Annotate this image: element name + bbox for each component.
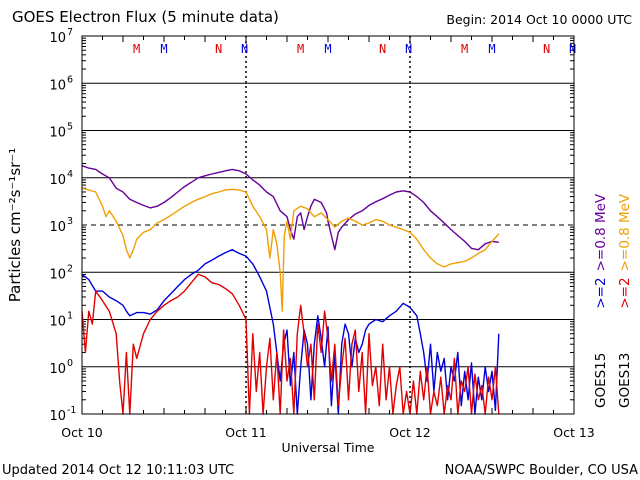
legend-entry: >=2 [617,277,633,308]
y-tick-exponent: 3 [67,216,73,227]
y-tick-label: 10 [49,31,66,46]
satellite-marker: M [488,42,495,56]
x-tick-label: Oct 13 [553,425,595,440]
updated-timestamp: Updated 2014 Oct 12 10:11:03 UTC [2,463,234,478]
x-tick-label: Oct 10 [61,425,103,440]
y-tick-exponent: 4 [67,169,73,180]
y-tick-label: 10 [49,267,66,282]
y-tick-exponent: 6 [67,74,73,85]
satellite-marker: M [297,42,304,56]
y-tick-label: 10 [49,362,66,377]
grid-lines [81,36,575,414]
satellite-marker: N [543,42,550,56]
x-tick-labels: Oct 10 Oct 11 Oct 12 Oct 13 [61,425,595,440]
chart-title: GOES Electron Flux (5 minute data) [12,8,279,26]
y-tick-label: 10 [49,409,66,424]
legend-entry: >=0.8 MeV [593,193,609,271]
y-tick-label: 10 [49,126,66,141]
legend-entry: GOES13 [617,353,633,408]
satellite-marker: M [461,42,468,56]
x-tick-label: Oct 11 [225,425,267,440]
satellite-marker: N [241,42,248,56]
y-tick-label: 10 [49,315,66,330]
y-axis-label: Particles cm⁻²s⁻¹sr⁻¹ [6,148,24,302]
begin-label: Begin: 2014 Oct 10 0000 UTC [446,12,632,27]
legend-goes13: GOES13 >=2 >=0.8 MeV [617,193,633,408]
y-tick-label: 10 [49,220,66,235]
y-tick-label: 10 [49,78,66,93]
y-tick-exponent: 1 [67,311,73,322]
series-layer [81,165,500,415]
y-tick-exponent: 7 [67,27,73,38]
satellite-marker: M [133,42,140,56]
plot-frame [81,35,575,415]
satellite-marker: N [405,42,412,56]
credit-label: NOAA/SWPC Boulder, CO USA [445,463,638,478]
legend-entry: >=0.8 MeV [617,193,633,271]
satellite-marker: N [215,42,222,56]
satellite-marker: N [569,42,576,56]
y-tick-exponent: -1 [67,405,76,416]
y-tick-exponent: 5 [67,122,73,133]
legend-entry: >=2 [593,277,609,308]
x-tick-label: Oct 12 [389,425,431,440]
legend-goes15: GOES15 >=2 >=0.8 MeV [593,193,609,408]
x-axis-label: Universal Time [282,440,375,455]
satellite-marker: M [324,42,331,56]
y-tick-exponent: 0 [67,358,73,369]
legend-entry: GOES15 [593,353,609,408]
satellite-marker: N [379,42,386,56]
series-line-0 [81,165,499,251]
series-line-1 [81,187,500,312]
y-tick-exponent: 2 [67,263,73,274]
satellite-marker: M [160,42,167,56]
y-tick-label: 10 [49,173,66,188]
legend: GOES15 >=2 >=0.8 MeV GOES13 >=2 >=0.8 MeV [593,193,633,408]
series-line-3 [81,273,500,415]
